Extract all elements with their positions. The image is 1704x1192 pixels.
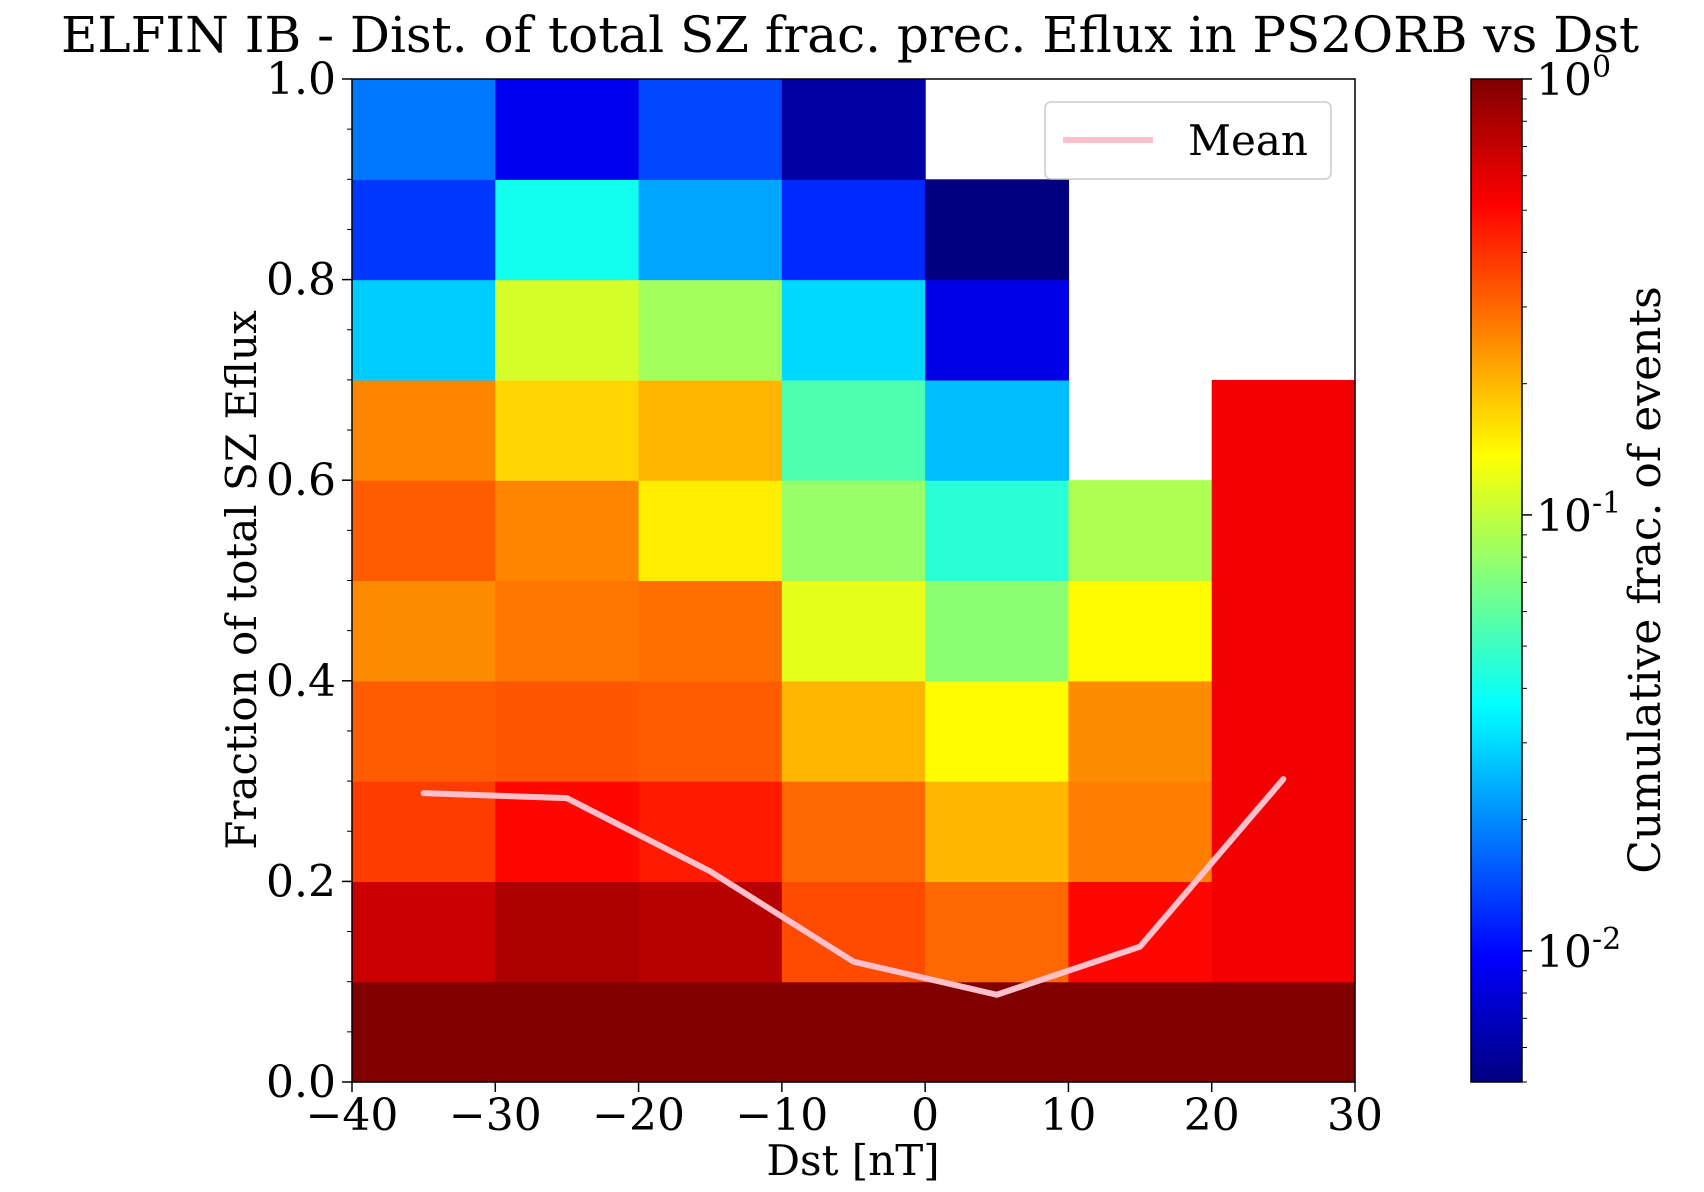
- heatmap-cell: [925, 179, 1070, 281]
- colorbar-minor-ticks: [1522, 98, 1527, 1083]
- heatmap-cell: [1068, 981, 1213, 1083]
- heatmap-cell: [925, 580, 1070, 682]
- y-tick-label: 0.0: [266, 1057, 336, 1108]
- plot-area: [351, 78, 1356, 1083]
- heatmap-cell: [638, 881, 783, 983]
- heatmap-cell: [1068, 781, 1213, 882]
- heatmap-cell: [1211, 379, 1356, 481]
- heatmap-cell: [925, 680, 1070, 782]
- heatmap-cell: [352, 480, 496, 582]
- heatmap-cell: [495, 279, 640, 381]
- colorbar: 100 10-1 10-2 Cumulative frac. of events: [1470, 50, 1671, 1083]
- heatmap-cell: [781, 480, 926, 582]
- heatmap-cell: [781, 781, 926, 882]
- colorbar-tick-label: 10-2: [1536, 922, 1621, 978]
- heatmap-cell: [495, 580, 640, 682]
- heatmap-cell: [352, 379, 496, 481]
- y-tick-label: 1.0: [266, 54, 336, 105]
- heatmap-cell: [352, 781, 496, 882]
- heatmap-cell: [781, 279, 926, 381]
- legend: Mean: [1044, 101, 1332, 180]
- heatmap-cell: [781, 379, 926, 481]
- y-tick-label: 0.2: [266, 856, 336, 907]
- legend-box: [1044, 101, 1332, 180]
- heatmap-cell: [925, 279, 1070, 381]
- chart-title: ELFIN IB - Dist. of total SZ frac. prec.…: [61, 6, 1639, 64]
- heatmap-cell: [638, 580, 783, 682]
- x-axis: −40 −30 −20 −10 0 10 20 30: [306, 1082, 1383, 1141]
- heatmap-cell: [638, 379, 783, 481]
- heatmap-cell: [495, 680, 640, 782]
- heatmap-cell: [352, 79, 496, 180]
- legend-mean-label: Mean: [1188, 116, 1308, 165]
- heatmap-cell: [1068, 480, 1213, 582]
- heatmap-cell: [1211, 881, 1356, 983]
- heatmap-cell: [781, 580, 926, 682]
- heatmap-cell: [352, 680, 496, 782]
- y-tick-label: 0.6: [266, 455, 336, 506]
- x-tick-label: 0: [911, 1090, 939, 1141]
- heatmap-cell: [1211, 981, 1356, 1083]
- heatmap-cell: [1211, 680, 1356, 782]
- heatmap-cells: [352, 79, 1356, 1083]
- heatmap-cell: [495, 881, 640, 983]
- heatmap-cell: [1068, 680, 1213, 782]
- colorbar-ticks: 100 10-1 10-2: [1522, 50, 1621, 978]
- heatmap-cell: [638, 179, 783, 281]
- heatmap-cell: [352, 279, 496, 381]
- heatmap-cell: [781, 680, 926, 782]
- heatmap-cell: [1068, 580, 1213, 682]
- x-tick-label: −10: [735, 1090, 828, 1141]
- y-tick-label: 0.8: [266, 255, 336, 306]
- heatmap-cell: [495, 79, 640, 180]
- heatmap-cell: [638, 480, 783, 582]
- colorbar-tick-label: 100: [1536, 50, 1611, 106]
- y-tick-label: 0.4: [266, 656, 336, 707]
- heatmap-cell: [781, 179, 926, 281]
- heatmap-cell: [638, 79, 783, 180]
- colorbar-tick-label: 10-1: [1536, 486, 1621, 542]
- heatmap-cell: [352, 881, 496, 983]
- series-line-mean: [420, 776, 1287, 998]
- mean-line: [420, 776, 1287, 998]
- x-tick-label: 30: [1327, 1090, 1383, 1141]
- heatmap-cell: [638, 279, 783, 381]
- heatmap-cell: [638, 981, 783, 1083]
- x-tick-label: 10: [1040, 1090, 1096, 1141]
- heatmap-cell: [1068, 881, 1213, 983]
- heatmap-cell: [495, 379, 640, 481]
- heatmap-cell: [1211, 781, 1356, 882]
- heatmap-cell: [781, 79, 926, 180]
- heatmap-cell: [352, 981, 496, 1083]
- heatmap-cell: [495, 981, 640, 1083]
- heatmap-cell: [638, 680, 783, 782]
- x-tick-label: −40: [306, 1090, 399, 1141]
- y-axis: 0.0 0.2 0.4 0.6 0.8 1.0: [266, 54, 352, 1108]
- heatmap-cell: [781, 981, 926, 1083]
- x-tick-label: −20: [592, 1090, 685, 1141]
- heatmap-cell: [925, 881, 1070, 983]
- heatmap-cell: [352, 179, 496, 281]
- colorbar-gradient: [1470, 78, 1523, 1083]
- heatmap-cell: [638, 781, 783, 882]
- colorbar-label: Cumulative frac. of events: [1620, 286, 1671, 873]
- heatmap-cell: [1211, 480, 1356, 582]
- heatmap-cell: [495, 480, 640, 582]
- heatmap-cell: [1211, 580, 1356, 682]
- x-axis-label: Dst [nT]: [766, 1136, 939, 1185]
- x-tick-label: −30: [449, 1090, 542, 1141]
- heatmap-cell: [925, 781, 1070, 882]
- heatmap-cell: [495, 179, 640, 281]
- x-tick-label: 20: [1184, 1090, 1240, 1141]
- y-axis-label: Fraction of total SZ Eflux: [217, 310, 266, 850]
- heatmap-cell: [925, 480, 1070, 582]
- heatmap-cell: [925, 981, 1070, 1083]
- heatmap-cell: [352, 580, 496, 682]
- heatmap-cell: [925, 379, 1070, 481]
